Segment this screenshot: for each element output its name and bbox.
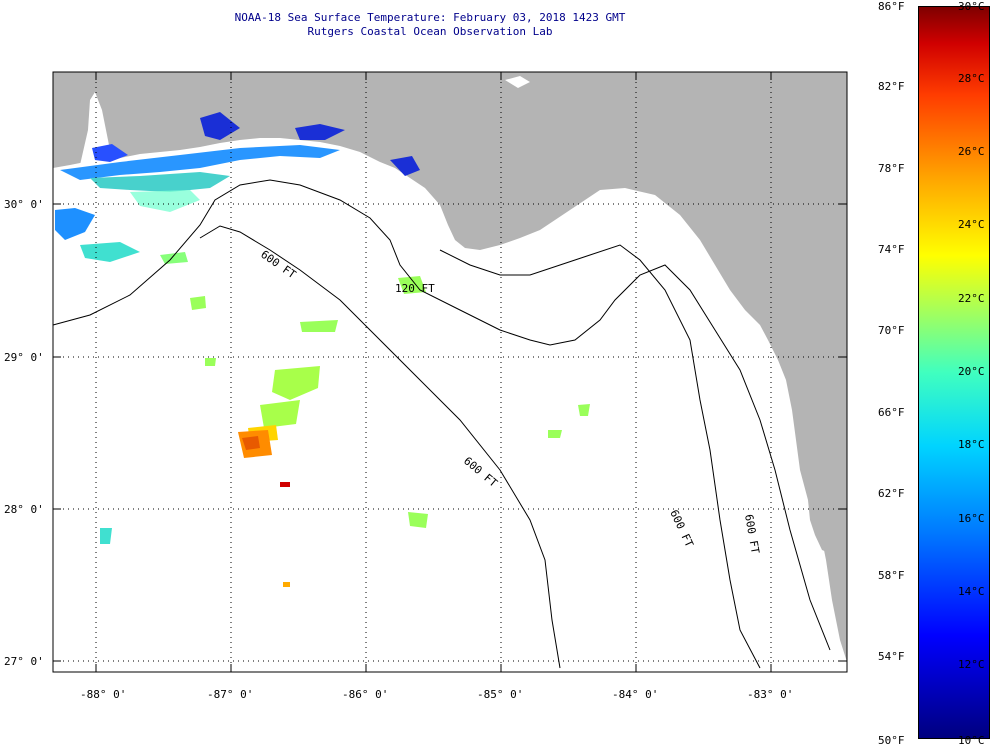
c-label-12: 12°C <box>958 658 985 671</box>
lon-label-85: -85° 0' <box>477 688 523 701</box>
c-label-22: 22°C <box>958 292 985 305</box>
c-label-26: 26°C <box>958 145 985 158</box>
title-line-2: Rutgers Coastal Ocean Observation Lab <box>307 25 553 38</box>
f-label-70: 70°F <box>878 324 905 337</box>
f-label-50: 50°F <box>878 734 905 747</box>
f-label-66: 66°F <box>878 406 905 419</box>
lon-label-83: -83° 0' <box>747 688 793 701</box>
contour-label-600-c: 600 FT <box>667 508 696 550</box>
f-label-78: 78°F <box>878 162 905 175</box>
contour-600ft <box>199 225 561 669</box>
c-label-24: 24°C <box>958 218 985 231</box>
f-label-54: 54°F <box>878 650 905 663</box>
f-label-86: 86°F <box>878 0 905 13</box>
graticule <box>53 72 847 672</box>
f-label-62: 62°F <box>878 487 905 500</box>
lon-label-84: -84° 0' <box>612 688 658 701</box>
c-label-10: 10°C <box>958 734 985 747</box>
c-label-14: 14°C <box>958 585 985 598</box>
bathymetry-contours <box>52 179 831 669</box>
tick-marks <box>53 72 847 672</box>
c-label-20: 20°C <box>958 365 985 378</box>
lat-label-30: 30° 0' <box>4 198 44 211</box>
c-label-30: 30°C <box>958 0 985 13</box>
contour-label-600-d: 600 FT <box>742 513 762 555</box>
lon-label-87: -87° 0' <box>207 688 253 701</box>
lat-label-29: 29° 0' <box>4 351 44 364</box>
land <box>53 72 847 662</box>
lon-label-88: -88° 0' <box>80 688 126 701</box>
temperature-colorbar <box>918 6 990 739</box>
title-line-1: NOAA-18 Sea Surface Temperature: Februar… <box>234 11 626 24</box>
contour-label-600-b: 600 FT <box>461 454 500 490</box>
c-label-28: 28°C <box>958 72 985 85</box>
f-label-74: 74°F <box>878 243 905 256</box>
lat-label-27: 27° 0' <box>4 655 44 668</box>
contour-120ft <box>52 179 831 651</box>
sst-offshore-patches <box>100 276 590 587</box>
bay-north <box>505 76 530 88</box>
lat-label-28: 28° 0' <box>4 503 44 516</box>
lon-label-86: -86° 0' <box>342 688 388 701</box>
c-label-16: 16°C <box>958 512 985 525</box>
contour-label-120: 120 FT <box>395 282 435 295</box>
sst-coastal-band <box>55 112 420 264</box>
c-label-18: 18°C <box>958 438 985 451</box>
f-label-58: 58°F <box>878 569 905 582</box>
sst-map[interactable]: 600 FT 120 FT 600 FT 600 FT 600 FT -88° … <box>0 0 870 754</box>
f-label-82: 82°F <box>878 80 905 93</box>
contour-shelf <box>439 244 761 669</box>
map-frame <box>52 71 848 673</box>
